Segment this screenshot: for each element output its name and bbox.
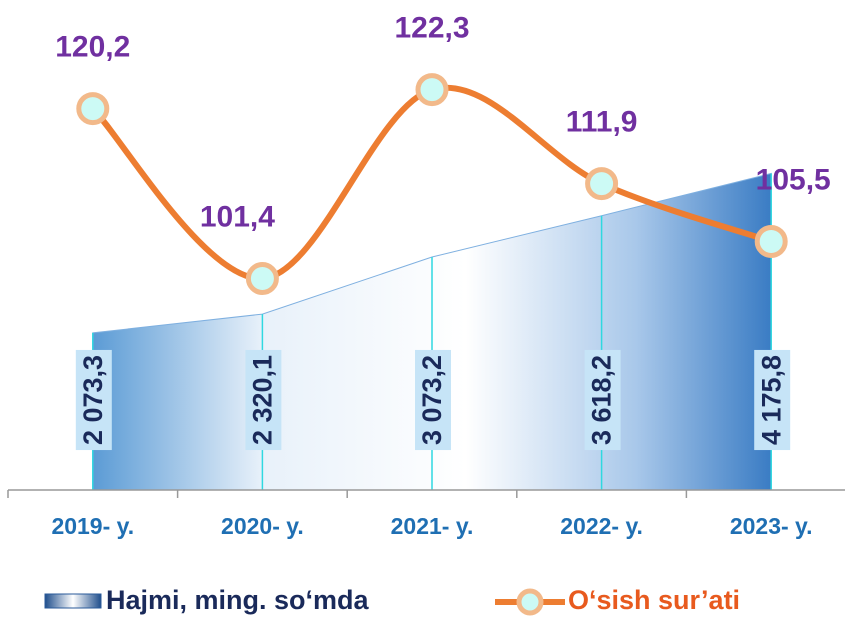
data-label: 3 618,2 — [587, 355, 617, 445]
marker — [585, 167, 619, 201]
x-tick-label: 2022- y. — [560, 513, 643, 539]
data-label: 2 320,1 — [248, 355, 278, 445]
data-label: 111,9 — [566, 106, 638, 139]
x-tick-label: 2020- y. — [221, 513, 304, 539]
data-label-group: 2 320,1 — [245, 349, 282, 451]
legend-marker — [516, 588, 544, 616]
marker — [245, 262, 279, 295]
data-label-group: 2 073,3 — [75, 349, 112, 451]
data-label-group: 4 175,8 — [754, 349, 791, 451]
data-label: 4 175,8 — [756, 355, 786, 445]
data-label: 105,5 — [756, 163, 831, 196]
data-label: 2 073,3 — [78, 355, 108, 445]
plot-area: 2 073,3 2 320,1 3 073,2 3 618,2 4 175,8 2019-… — [7, 12, 845, 539]
data-label-group: 3 073,2 — [415, 349, 451, 451]
marker — [76, 92, 110, 126]
legend-label: Hajmi, ming. so‘mda — [106, 585, 370, 615]
marker — [754, 224, 788, 258]
data-label-box — [584, 349, 621, 451]
legend: Hajmi, ming. so‘mda O‘sish sur’ati — [44, 585, 740, 616]
legend-area-icon — [44, 593, 102, 609]
data-label: 101,4 — [200, 200, 275, 233]
x-tick-label: 2023- y. — [730, 513, 813, 539]
line — [90, 84, 773, 282]
data-label-group: 3 618,2 — [584, 349, 621, 451]
x-tick-label: 2019- y. — [51, 513, 134, 539]
data-label-box — [754, 349, 791, 451]
data-label: 120,2 — [55, 30, 130, 63]
x-tick-label: 2021- y. — [391, 513, 474, 539]
marker — [415, 73, 449, 107]
data-label: 122,3 — [394, 12, 469, 45]
legend-label: O‘sish sur’ati — [568, 585, 740, 615]
data-label-box — [245, 349, 282, 451]
data-label-box — [415, 349, 451, 451]
data-label: 3 073,2 — [417, 355, 447, 445]
data-label-box — [75, 349, 112, 451]
